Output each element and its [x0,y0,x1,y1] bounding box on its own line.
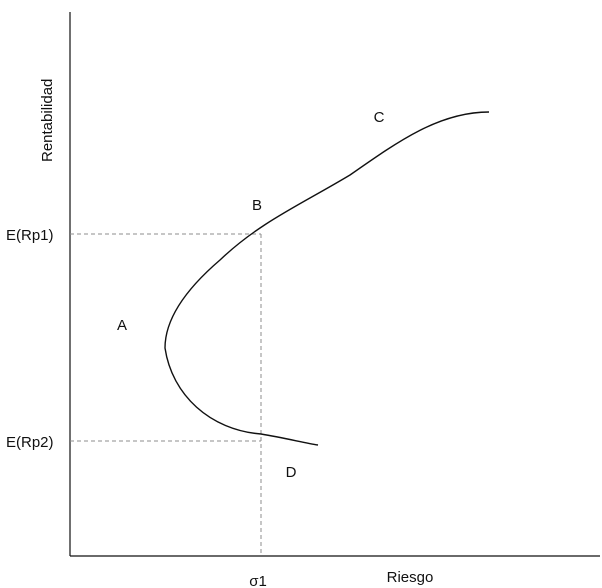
point-label-a: A [117,317,127,334]
y-tick-upper: E(Rp1) [6,227,54,244]
point-label-c: C [374,109,385,126]
point-label-d: D [286,464,297,481]
x-tick-sigma: σ1 [249,573,267,588]
frontier-curve [164,111,490,446]
point-label-b: B [252,197,262,214]
y-tick-lower: E(Rp2) [6,434,54,451]
x-axis-label: Riesgo [387,569,434,586]
y-axis-label: Rentabilidad [39,79,56,162]
